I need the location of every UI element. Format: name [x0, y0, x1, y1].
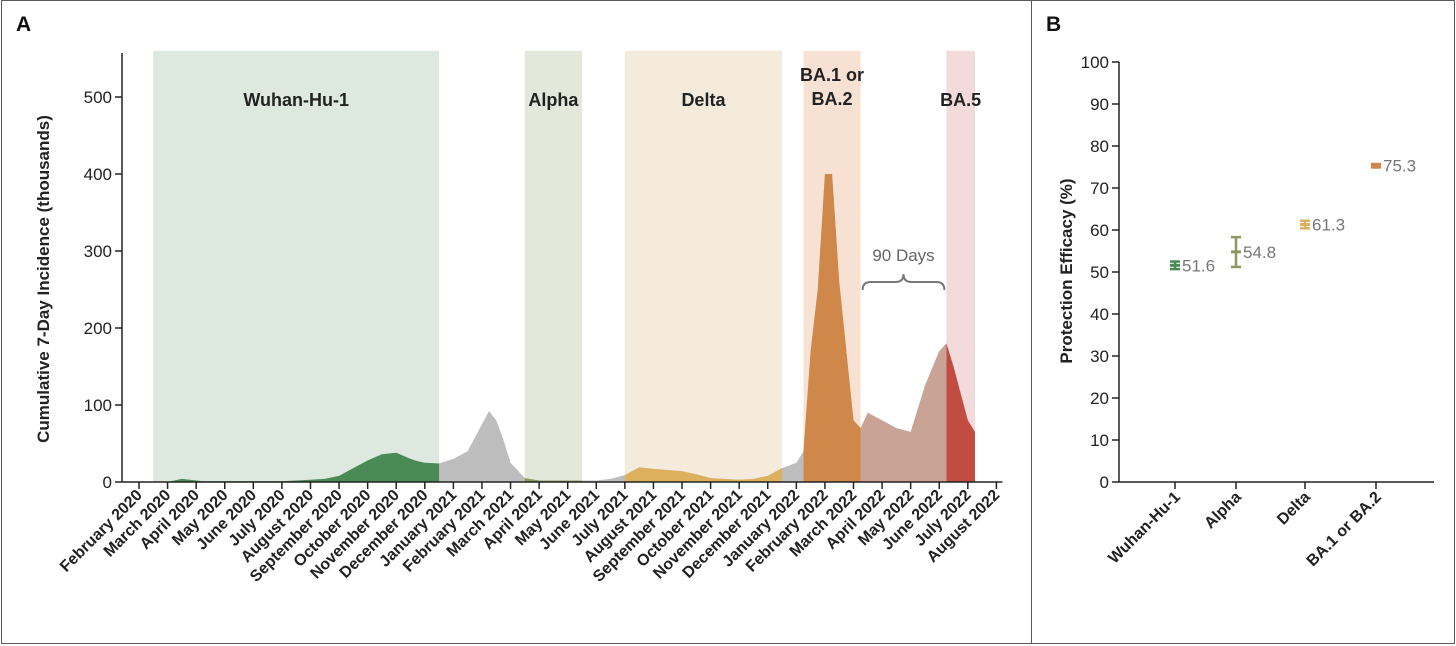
area-wuhan-hu-1 — [153, 452, 440, 482]
variant-label: Delta — [681, 90, 726, 110]
y-tick-label: 70 — [1090, 179, 1109, 198]
y-tick-label: 30 — [1090, 347, 1109, 366]
variant-label: Wuhan-Hu-1 — [243, 90, 349, 110]
value-label: 51.6 — [1182, 256, 1215, 275]
y-axis-title: Protection Efficacy (%) — [1057, 178, 1076, 363]
y-tick-label: 300 — [84, 242, 112, 261]
panel-a: A Wuhan-Hu-1 Alpha Delta BA.1 or BA.2 BA.5 90 … — [1, 0, 1032, 644]
shade-delta — [624, 50, 783, 483]
area-alpha — [524, 478, 582, 482]
y-tick-label: 40 — [1090, 305, 1109, 324]
panel-a-label: A — [16, 13, 32, 36]
y-tick-label: 10 — [1090, 431, 1109, 450]
area-delta — [624, 467, 783, 482]
x-tick-label: Delta — [1274, 489, 1314, 529]
y-tick-label: 60 — [1090, 221, 1109, 240]
interval-label: 90 Days — [872, 246, 934, 265]
value-label: 54.8 — [1243, 243, 1276, 262]
variant-label: BA.2 — [812, 89, 853, 109]
point-estimate — [1371, 164, 1381, 168]
point-estimate — [1300, 223, 1310, 227]
incidence-chart: Wuhan-Hu-1 Alpha Delta BA.1 or BA.2 BA.5 90 Da… — [34, 50, 1003, 586]
shade-wuhan-hu-1 — [153, 50, 440, 483]
shade-alpha — [524, 50, 582, 483]
y-tick-label: 0 — [1100, 473, 1109, 492]
area-ba-5 — [946, 343, 975, 482]
x-tick-label: Alpha — [1201, 489, 1245, 533]
y-tick-label: 100 — [84, 396, 112, 415]
point-estimate — [1231, 250, 1241, 254]
value-label: 75.3 — [1383, 157, 1416, 176]
variant-label: BA.1 or — [800, 65, 864, 85]
y-tick-label: 0 — [103, 473, 112, 492]
x-tick-label: BA.1 or BA.2 — [1304, 489, 1385, 570]
variant-label: Alpha — [528, 90, 579, 110]
point-estimate — [1170, 263, 1180, 267]
y-tick-label: 400 — [84, 165, 112, 184]
panel-b-label: B — [1046, 13, 1062, 36]
panel-b: B 0 10 20 30 40 50 60 70 80 90 100 Protection Effic… — [1031, 0, 1455, 644]
y-axis-title: Cumulative 7-Day Incidence (thousands) — [34, 115, 53, 443]
interval-brace — [861, 273, 946, 291]
y-tick-label: 80 — [1090, 137, 1109, 156]
y-tick-label: 90 — [1090, 95, 1109, 114]
area-interval — [860, 343, 947, 482]
y-tick-label: 50 — [1090, 263, 1109, 282]
variant-label: BA.5 — [940, 90, 981, 110]
y-tick-label: 500 — [84, 88, 112, 107]
efficacy-chart: 0 10 20 30 40 50 60 70 80 90 100 Protection Efficac… — [1057, 53, 1434, 570]
y-tick-label: 20 — [1090, 389, 1109, 408]
x-tick-label: Wuhan-Hu-1 — [1105, 489, 1184, 567]
y-tick-label: 100 — [1081, 53, 1109, 72]
y-tick-label: 200 — [84, 319, 112, 338]
value-label: 61.3 — [1312, 216, 1345, 235]
area-ba-1-or-ba-2 — [803, 174, 861, 482]
